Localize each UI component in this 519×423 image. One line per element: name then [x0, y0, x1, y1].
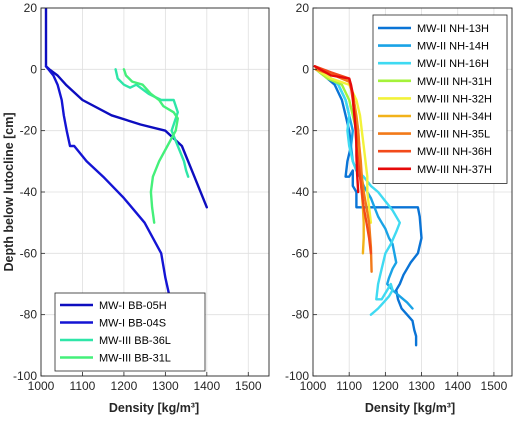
right-legend-label-2: MW-II NH-16H	[417, 58, 489, 70]
left-legend-label-0: MW-I BB-05H	[99, 300, 167, 312]
right-y-tick-label-0: 20	[296, 1, 310, 15]
right-x-tick-label-5: 1500	[481, 379, 508, 393]
right-y-tick-label-4: -60	[292, 246, 310, 260]
left-y-tick-label-2: -20	[20, 124, 38, 138]
left-x-tick-label-1: 1100	[70, 379, 96, 393]
left-x-tick-label-2: 1200	[111, 379, 138, 393]
left-legend-label-1: MW-I BB-04S	[99, 318, 166, 330]
left-y-axis-label: Depth below lutocline [cm]	[2, 112, 16, 271]
left-x-tick-label-0: 1000	[28, 379, 55, 393]
right-legend: MW-II NH-13H MW-II NH-14H MW-II NH-16H MW-I…	[372, 14, 508, 184]
left-x-tick-label-4: 1400	[193, 379, 220, 393]
left-y-tick-label-1: 0	[30, 62, 37, 76]
right-x-tick-label-0: 1000	[300, 379, 327, 393]
right-x-tick-label-3: 1300	[408, 379, 435, 393]
left-y-tick-label-4: -60	[20, 246, 38, 260]
right-x-tick-label-2: 1200	[372, 379, 399, 393]
left-y-tick-label-0: 20	[24, 1, 38, 15]
left-y-tick-label-3: -40	[20, 185, 38, 199]
left-legend-label-3: MW-III BB-31L	[99, 353, 171, 365]
right-axes: 1000 1100 1200 1300 1400 1500 20 0 -20 -40 -60 -80 -…	[285, 1, 513, 393]
right-series-line-2	[314, 68, 401, 316]
right-x-axis-label: Density [kg/m³]	[365, 401, 455, 415]
left-legend: MW-I BB-05H MW-I BB-04S MW-III BB-36L MW-II…	[54, 292, 206, 372]
right-y-tick-label-2: -20	[292, 124, 310, 138]
right-legend-label-6: MW-III NH-35L	[417, 129, 490, 141]
right-legend-label-8: MW-III NH-37H	[417, 164, 492, 176]
right-legend-label-5: MW-III NH-34H	[417, 111, 492, 123]
right-legend-label-1: MW-II NH-14H	[417, 41, 489, 53]
left-axes: 1000 1100 1200 1300 1400 1500 20 0 -20 -40 -60 -80 -…	[13, 1, 270, 393]
right-series-group	[313, 65, 423, 347]
left-x-tick-label-5: 1500	[235, 379, 262, 393]
right-legend-label-0: MW-II NH-13H	[417, 23, 489, 35]
right-legend-label-7: MW-III NH-36H	[417, 146, 492, 158]
left-y-tick-label-6: -100	[13, 369, 37, 383]
right-series-line-4	[314, 68, 373, 224]
right-y-tick-label-5: -80	[292, 308, 310, 322]
left-x-tick-label-3: 1300	[152, 379, 179, 393]
left-series-line-3	[122, 68, 180, 224]
left-series-group	[44, 8, 209, 298]
right-x-tick-label-4: 1400	[444, 379, 471, 393]
right-legend-label-3: MW-III NH-31H	[417, 76, 492, 88]
right-y-tick-label-6: -100	[285, 369, 309, 383]
right-series-line-8	[313, 65, 360, 194]
left-series-line-2	[114, 68, 190, 178]
right-y-tick-label-1: 0	[302, 62, 309, 76]
right-series-line-1	[314, 68, 414, 310]
right-y-tick-label-3: -40	[292, 185, 310, 199]
left-legend-label-2: MW-III BB-36L	[99, 335, 171, 347]
right-legend-label-4: MW-III NH-32H	[417, 93, 492, 105]
left-series-line-1	[44, 65, 171, 298]
left-x-axis-label: Density [kg/m³]	[109, 401, 199, 415]
right-x-tick-label-1: 1100	[336, 379, 362, 393]
right-series-line-0	[314, 68, 423, 347]
left-y-tick-label-5: -80	[20, 308, 38, 322]
